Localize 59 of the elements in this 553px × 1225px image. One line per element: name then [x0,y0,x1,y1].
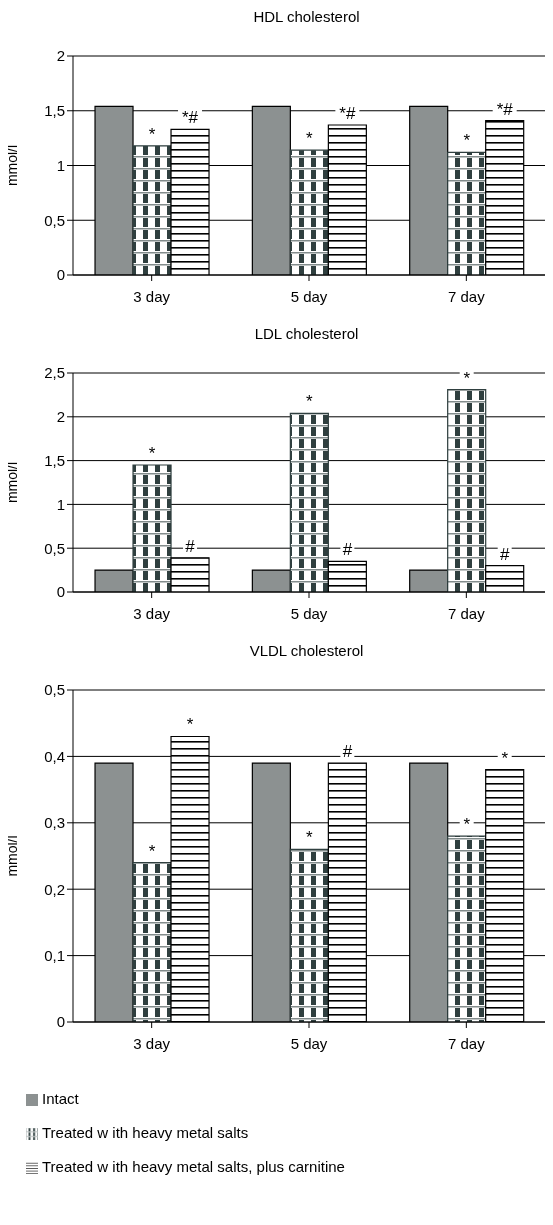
y-tick-label: 2 [56,408,65,426]
y-tick-label: 1 [56,495,65,513]
y-tick-label: 2,5 [44,364,65,382]
bar [447,151,487,275]
y-tick-label: 0 [56,266,65,284]
data-label: # [499,544,510,564]
data-label: * [463,368,471,388]
data-label: # [342,742,353,762]
y-tick-label: 1,5 [44,451,65,469]
x-tick-label: 3 day [133,1034,171,1052]
legend-label: Intact [42,1089,80,1109]
data-label: *# [181,108,199,128]
data-label: # [185,536,196,556]
data-label: *# [339,103,356,123]
bar [289,848,329,1022]
x-tick-label: 7 day [447,604,486,622]
data-label: * [463,815,471,835]
bar [289,149,329,275]
y-tick-label: 0 [56,583,65,601]
x-tick-label: 7 day [447,287,486,305]
bar [132,862,172,1022]
x-tick-label: 5 day [290,287,328,305]
y-tick-label: 2 [56,47,65,65]
y-tick-label: 1,5 [44,102,65,120]
y-tick-label: 0,5 [44,681,65,699]
chart-title: LDL cholesterol [253,325,360,344]
data-label: * [306,828,314,848]
bar [132,464,172,592]
legend-label: Treated w ith heavy metal salts [42,1123,250,1143]
y-tick-label: 0 [56,1013,65,1031]
data-label: * [148,124,156,144]
x-tick-label: 3 day [133,287,171,305]
x-tick-label: 5 day [290,1034,328,1052]
data-label: * [501,748,509,768]
data-label: * [186,715,194,735]
data-label: * [306,392,314,412]
x-tick-label: 3 day [133,604,171,622]
x-tick-label: 7 day [447,1034,486,1052]
bar [289,412,329,592]
bar [447,835,487,1022]
chart-title: VLDL cholesterol [248,642,365,661]
x-tick-label: 5 day [290,604,328,622]
bar [447,389,487,592]
chart-title: HDL cholesterol [252,8,361,27]
y-tick-label: 0,2 [44,880,65,898]
y-tick-label: 1 [56,156,65,174]
data-label: # [342,540,353,560]
legend-label: Treated w ith heavy metal salts, plus carnitine [42,1157,346,1177]
bar [132,145,172,275]
y-tick-label: 0,5 [44,539,65,557]
data-label: * [306,129,314,149]
y-tick-label: 0,5 [44,211,65,229]
data-label: *# [496,99,514,119]
data-label: * [148,443,156,463]
data-label: * [148,841,156,861]
y-tick-label: 0,1 [44,946,65,964]
data-label: * [463,131,471,151]
y-tick-label: 0,3 [44,814,65,832]
y-tick-label: 0,4 [44,747,65,765]
